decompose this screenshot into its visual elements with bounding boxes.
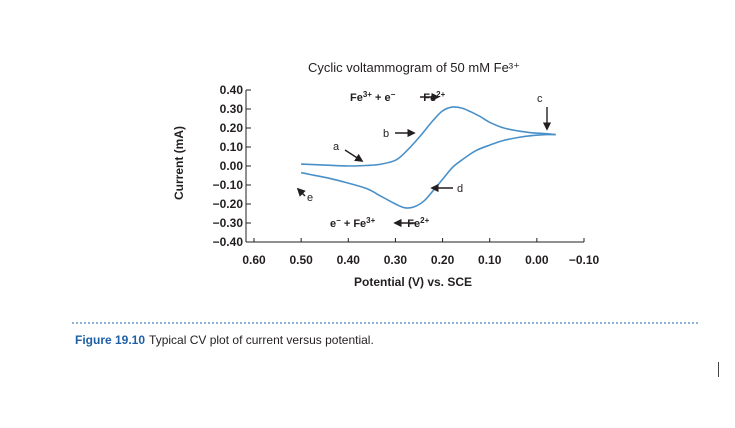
arrow-a [344, 149, 364, 162]
text-cursor [718, 362, 719, 377]
figure-caption-text: Typical CV plot of current versus potent… [149, 333, 374, 347]
y-tick-label: 0.40 [220, 83, 244, 97]
series-group [300, 106, 556, 209]
y-axis-title: Current (mA) [172, 126, 186, 200]
x-tick-label: −0.10 [569, 253, 600, 267]
x-ticks: 0.60 0.50 0.40 0.30 0.20 0.10 0.00 −0.10 [242, 238, 600, 267]
y-tick-label: 0.30 [220, 102, 244, 116]
y-tick-label: −0.10 [213, 178, 244, 192]
label-c: c [537, 93, 543, 105]
reaction-forward-label: Fe3+ + e− Fe2+ [350, 90, 446, 105]
label-b: b [383, 128, 389, 140]
x-tick-label: 0.40 [337, 253, 361, 267]
figure-caption: Figure 19.10 Typical CV plot of current v… [75, 333, 374, 347]
y-ticks: 0.40 0.30 0.20 0.10 0.00 −0.10 −0.20 −0.30 −0.40 [213, 83, 251, 249]
y-tick-label: 0.20 [220, 121, 244, 135]
y-tick-label: −0.20 [213, 197, 244, 211]
label-e: e [307, 192, 313, 204]
label-d: d [457, 183, 463, 195]
x-tick-label: 0.10 [478, 253, 502, 267]
x-tick-label: 0.60 [242, 253, 266, 267]
x-tick-label: 0.50 [289, 253, 313, 267]
x-tick-label: 0.30 [384, 253, 408, 267]
y-tick-label: 0.00 [220, 159, 244, 173]
chart-title: Cyclic voltammogram of 50 mM Fe³⁺ [308, 60, 520, 75]
arrow-e [296, 187, 306, 197]
reaction-reverse-label: e− + Fe3+ Fe2+ [330, 216, 430, 231]
cv-reverse-sweep-line [300, 133, 556, 209]
y-tick-label: 0.10 [220, 140, 244, 154]
cv-forward-sweep-line [301, 106, 556, 167]
x-tick-label: 0.00 [525, 253, 549, 267]
annotations: a b c d e Fe3+ + e− Fe2+ e− + Fe3+ Fe2+ [296, 90, 552, 231]
x-axis-title: Potential (V) vs. SCE [354, 275, 472, 289]
figure-label: Figure 19.10 [75, 333, 146, 347]
label-a: a [333, 141, 340, 153]
caption-divider [72, 322, 698, 324]
y-tick-label: −0.30 [213, 216, 244, 230]
x-tick-label: 0.20 [431, 253, 455, 267]
y-tick-label: −0.40 [213, 235, 244, 249]
